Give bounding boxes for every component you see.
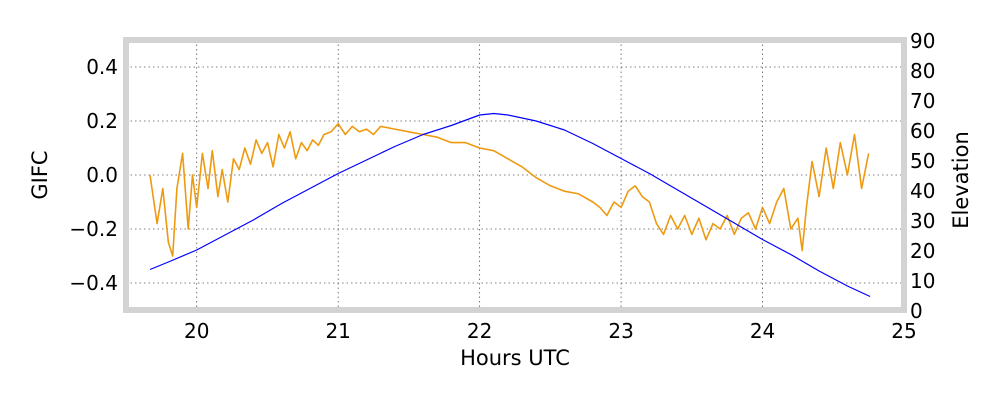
y-tick-label: 0.4 <box>86 55 118 79</box>
x-tick-label: 21 <box>325 319 350 343</box>
tick-layer: 20 21 22 23 24 25 −0.4 −0.2 0.0 0.2 0.4 0 10 20 30 40 50… <box>69 29 935 343</box>
right-y-tick-label: 60 <box>910 119 935 143</box>
x-tick-label: 20 <box>184 319 209 343</box>
elevation-series-line <box>149 112 871 298</box>
x-axis-label: Hours UTC <box>460 346 570 370</box>
right-y-axis-label: Elevation <box>949 131 973 229</box>
y-tick-label: 0.0 <box>86 163 118 187</box>
plot-frame <box>123 37 907 313</box>
right-y-tick-label: 10 <box>910 269 935 293</box>
gifc-series-line <box>149 122 870 257</box>
series-layer <box>149 112 871 298</box>
x-tick-label: 22 <box>467 319 492 343</box>
y-tick-label: −0.4 <box>69 271 118 295</box>
right-y-tick-label: 0 <box>910 299 923 323</box>
right-y-tick-label: 70 <box>910 89 935 113</box>
right-y-tick-label: 20 <box>910 239 935 263</box>
y-tick-label: −0.2 <box>69 217 118 241</box>
gridlines <box>126 40 904 310</box>
y-axis-label: GIFC <box>28 150 52 199</box>
right-y-tick-label: 40 <box>910 179 935 203</box>
x-tick-label: 24 <box>750 319 775 343</box>
right-y-tick-label: 90 <box>910 29 935 53</box>
right-y-tick-label: 50 <box>910 149 935 173</box>
x-tick-label: 23 <box>608 319 633 343</box>
y-tick-label: 0.2 <box>86 109 118 133</box>
right-y-tick-label: 80 <box>910 59 935 83</box>
right-y-tick-label: 30 <box>910 209 935 233</box>
x-tick-label: 25 <box>891 319 916 343</box>
